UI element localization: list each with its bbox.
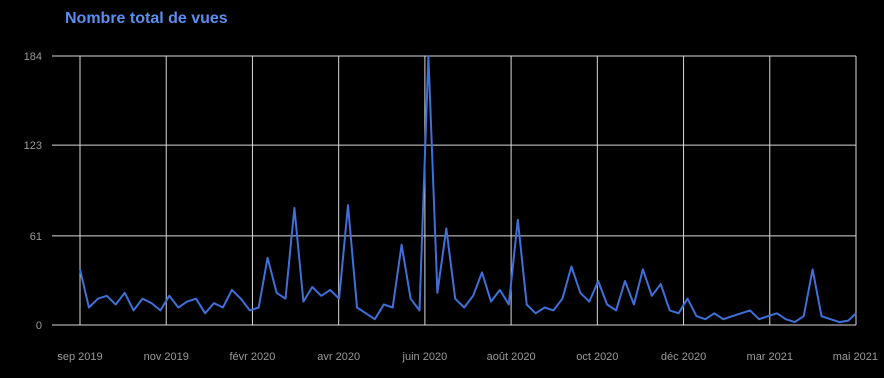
x-axis-labels: sep 2019 nov 2019 févr 2020 avr 2020 juin 20… [57,351,878,363]
x-tick-label: juin 2020 [402,351,448,363]
y-axis-labels: 0 61 123 184 [24,51,42,332]
y-tick-label: 123 [24,140,42,152]
series-layer [79,55,857,324]
x-tick-label: déc 2020 [661,351,706,363]
grid-lines [52,55,857,326]
y-tick-label: 61 [30,231,42,243]
x-tick-label: août 2020 [487,351,536,363]
x-tick-label: nov 2019 [144,351,189,363]
x-tick-label: oct 2020 [576,351,618,363]
x-tick-label: févr 2020 [230,351,276,363]
x-tick-label: sep 2019 [57,351,102,363]
x-tick-label: mai 2021 [833,351,878,363]
chart-title: Nombre total de vues [65,10,228,27]
series-line [79,55,857,324]
x-tick-label: avr 2020 [317,351,360,363]
y-tick-label: 0 [36,320,42,332]
x-tick-label: mar 2021 [747,351,793,363]
y-tick-label: 184 [24,51,42,63]
